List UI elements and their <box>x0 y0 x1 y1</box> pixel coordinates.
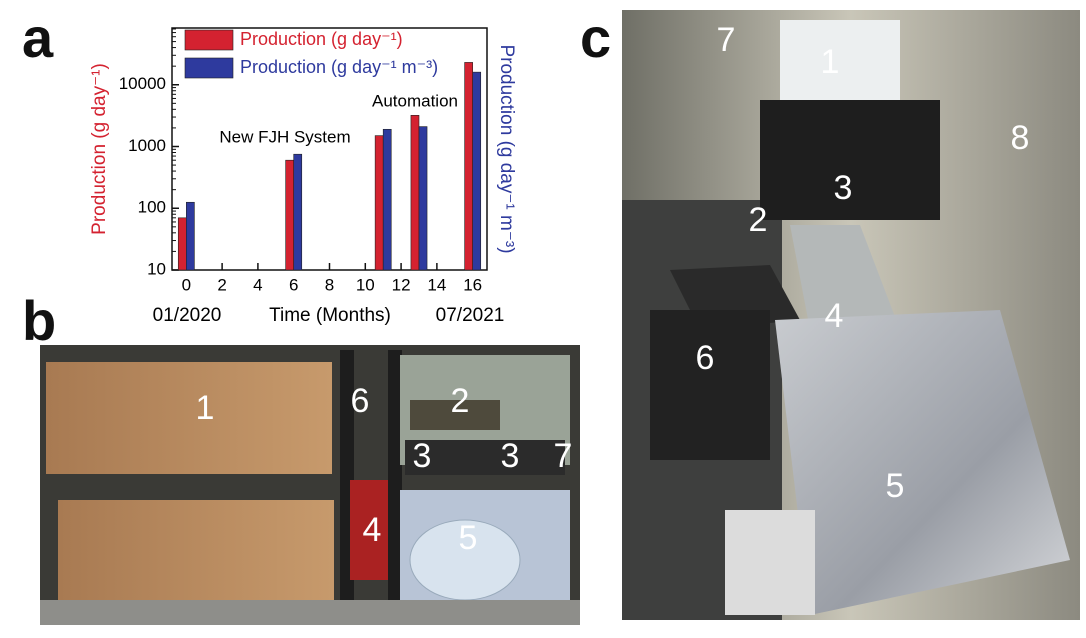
x-tick-label: 16 <box>463 275 482 294</box>
x-tick-label: 14 <box>427 275 446 294</box>
photo-b <box>40 345 580 625</box>
x-tick-label: 4 <box>253 275 262 294</box>
panel-label: b <box>22 289 56 352</box>
annotation: New FJH System <box>219 127 350 146</box>
bar <box>186 201 195 271</box>
y-axis-label: Production (g day⁻¹) <box>89 63 110 235</box>
photo-label: 3 <box>834 169 853 207</box>
bar <box>285 159 295 271</box>
frame <box>760 100 940 220</box>
x-tick-label: 6 <box>289 275 298 294</box>
photo-c <box>622 10 1080 620</box>
photo-label: 2 <box>451 382 470 420</box>
bar <box>472 71 482 271</box>
panel-board <box>46 362 332 474</box>
x-tick-label: 10 <box>356 275 375 294</box>
bar <box>177 217 187 271</box>
floor <box>40 600 580 625</box>
bar <box>464 62 473 271</box>
bar <box>374 135 384 271</box>
annotation: Automation <box>372 91 458 110</box>
panel-label: a <box>22 6 54 69</box>
x-tick-label: 2 <box>217 275 226 294</box>
photo-label: 8 <box>1011 119 1030 157</box>
y-tick-label: 1000 <box>128 136 166 155</box>
photo-label: 4 <box>825 297 844 335</box>
panel-label: c <box>580 6 611 69</box>
chart: Production (g day⁻¹) Production (g day⁻¹… <box>89 27 517 326</box>
photo-label: 6 <box>351 382 370 420</box>
legend-label: Production (g day⁻¹ m⁻³) <box>240 57 438 77</box>
x-tick-label: 12 <box>392 275 411 294</box>
bar <box>293 153 303 271</box>
controller <box>650 310 770 460</box>
tray <box>775 310 1070 615</box>
panel-board <box>58 500 334 600</box>
block <box>725 510 815 615</box>
hopper <box>780 20 900 110</box>
relay <box>405 440 565 475</box>
box <box>410 400 500 430</box>
photo-label: 6 <box>696 339 715 377</box>
legend-label: Production (g day⁻¹) <box>240 29 403 49</box>
y-tick-label: 100 <box>138 198 166 217</box>
y2-axis-label: Production (g day⁻¹ m⁻³) <box>496 44 517 253</box>
shelf-post <box>388 350 402 620</box>
photo-label: 3 <box>413 437 432 475</box>
legend-swatch <box>184 57 234 79</box>
x-tick-label: 0 <box>182 275 191 294</box>
photo-label: 1 <box>821 43 840 81</box>
y-tick-label: 10 <box>147 259 166 278</box>
legend-swatch <box>184 29 234 51</box>
photo-label: 1 <box>196 389 215 427</box>
photo-label: 4 <box>363 511 382 549</box>
capacitor <box>350 480 388 580</box>
annotation: 07/2021 <box>436 305 505 326</box>
photo-label: 5 <box>886 467 905 505</box>
mesh <box>790 225 900 330</box>
photo-label: 2 <box>749 201 768 239</box>
bar <box>418 126 428 271</box>
bar <box>382 128 392 271</box>
photo-label: 3 <box>501 437 520 475</box>
photo-label: 7 <box>554 437 573 475</box>
x-tick-label: 8 <box>325 275 334 294</box>
photo-label: 5 <box>459 519 478 557</box>
y-tick-label: 10000 <box>119 74 166 93</box>
annotation: 01/2020 <box>153 305 222 326</box>
bar <box>410 115 420 271</box>
photo-label: 7 <box>717 21 736 59</box>
x-axis-label: Time (Months) <box>269 305 391 326</box>
